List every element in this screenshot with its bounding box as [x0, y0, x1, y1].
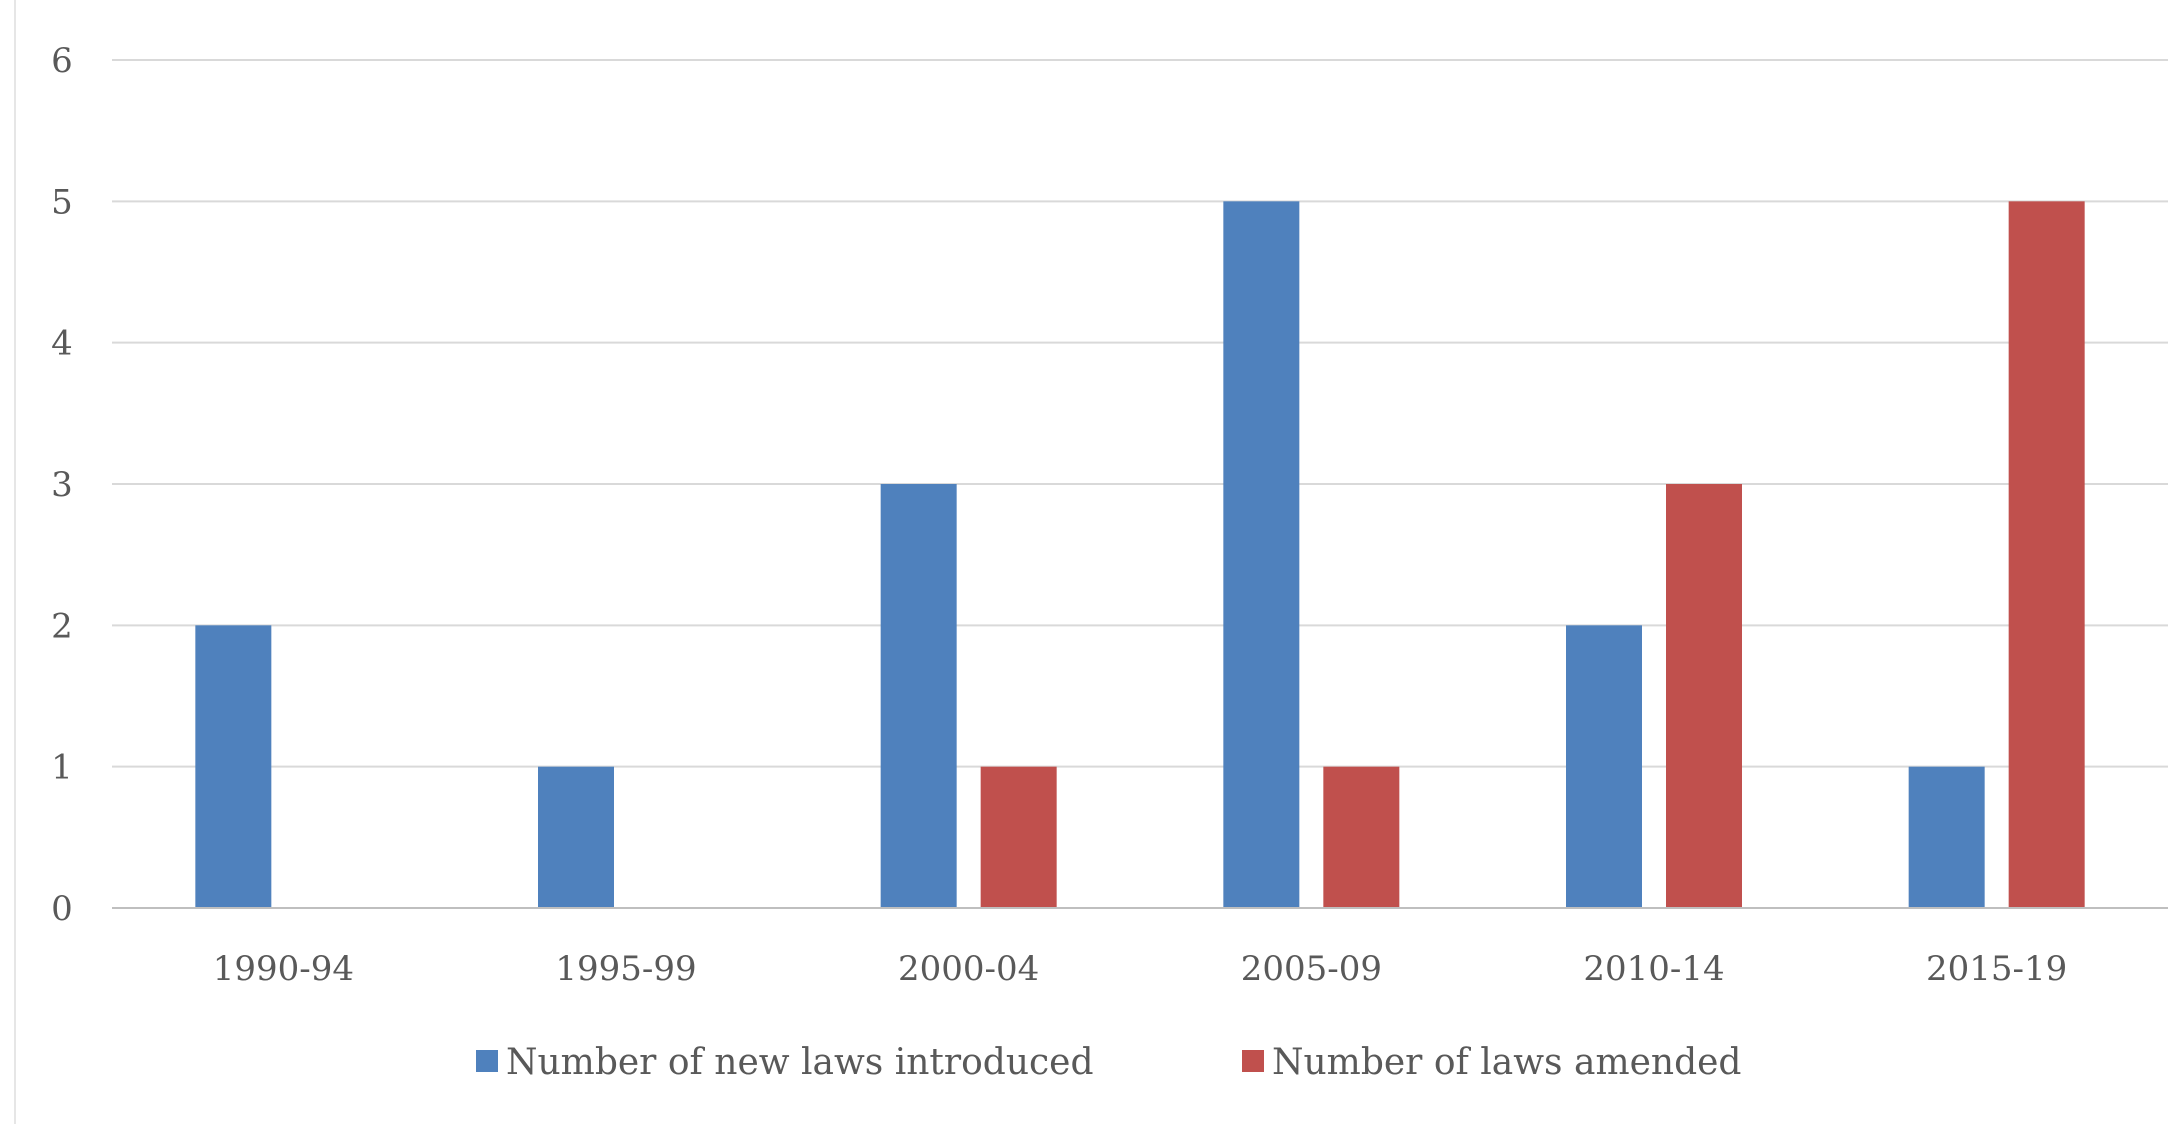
- x-tick-label: 1990-94: [213, 949, 354, 989]
- y-tick-label: 5: [51, 182, 73, 222]
- x-tick-label: 2010-14: [1583, 949, 1724, 989]
- bar-new-laws-1995-99: [538, 766, 614, 908]
- y-tick-label: 6: [51, 41, 73, 81]
- gridlines: [112, 59, 2168, 768]
- x-axis-tick-labels: 1990-94 1995-99 2000-04 2005-09 2010-14 2015-…: [213, 949, 2068, 989]
- legend: Number of new laws introduced Number of l…: [476, 1042, 1741, 1083]
- y-axis-tick-labels: 0 1 2 3 4 5 6: [51, 41, 73, 929]
- legend-swatch-laws-amended: [1242, 1050, 1264, 1072]
- x-tick-label: 1995-99: [555, 949, 696, 989]
- y-tick-label: 4: [51, 324, 73, 364]
- bar-new-laws-2015-19: [1908, 766, 1985, 908]
- bar-laws-amended-2015-19: [2008, 201, 2085, 909]
- bar-new-laws-2005-09: [1223, 201, 1300, 909]
- x-tick-label: 2015-19: [1926, 949, 2067, 989]
- y-tick-label: 3: [51, 465, 73, 505]
- legend-swatch-new-laws: [476, 1050, 498, 1072]
- x-tick-label: 2000-04: [898, 949, 1039, 989]
- y-tick-label: 2: [51, 606, 73, 646]
- legend-label-new-laws: Number of new laws introduced: [506, 1042, 1094, 1083]
- bar-new-laws-2010-14: [1566, 625, 1642, 908]
- bar-laws-amended-2000-04: [980, 766, 1057, 908]
- bar-laws-amended-2005-09: [1323, 766, 1400, 908]
- y-tick-label: 1: [51, 748, 73, 788]
- chart-frame-border: [14, 0, 16, 1124]
- bar-new-laws-1990-94: [195, 625, 272, 908]
- bars: [195, 201, 2085, 909]
- x-tick-label: 2005-09: [1241, 949, 1382, 989]
- y-tick-label: 0: [51, 889, 73, 929]
- bar-laws-amended-2010-14: [1666, 484, 1742, 908]
- bar-new-laws-2000-04: [880, 484, 957, 908]
- legend-label-laws-amended: Number of laws amended: [1272, 1042, 1741, 1083]
